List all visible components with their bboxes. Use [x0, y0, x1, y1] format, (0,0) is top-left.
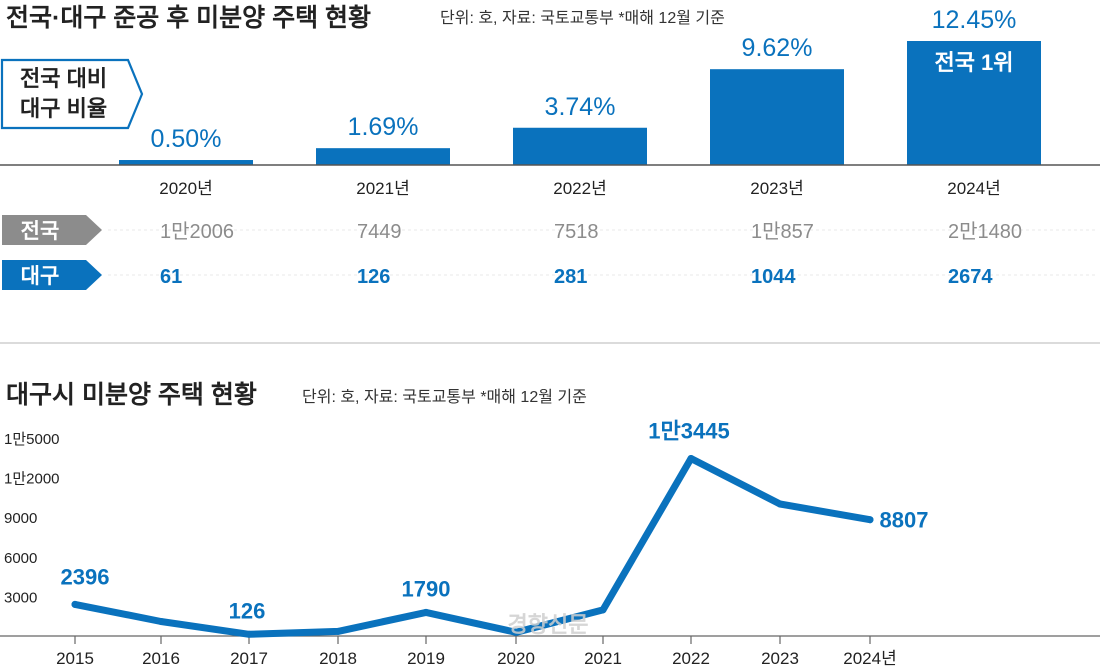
line-point-5: [512, 628, 520, 636]
line-point-1: [157, 618, 165, 625]
table-row-name-1: 대구: [21, 265, 60, 288]
y-tick-label-3: 1만2000: [4, 471, 60, 488]
table-cell-1-2: 281: [554, 266, 587, 288]
line-point-0: [71, 600, 79, 608]
line-chart-subtitle: 단위: 호, 자료: 국토교통부 *매해 12월 기준: [302, 388, 587, 406]
line-point-2: [245, 630, 253, 638]
bar-value-label-3: 9.62%: [742, 34, 813, 62]
x-tick-label-2: 2017: [230, 649, 268, 667]
table-cell-0-3: 1만857: [751, 220, 814, 243]
x-tick-label-6: 2021: [584, 649, 622, 667]
label-box: 전국 대비 대구 비율: [0, 58, 144, 130]
table-cell-1-4: 2674: [948, 266, 993, 288]
y-tick-label-2: 9000: [4, 510, 37, 527]
bar-annotation: 전국 1위: [934, 50, 1013, 75]
point-label-0: 2396: [61, 564, 110, 589]
bar-category-2: 2022년: [553, 179, 606, 198]
bar-category-0: 2020년: [159, 179, 212, 198]
bar-1: [316, 148, 450, 165]
table-cell-1-3: 1044: [751, 266, 796, 288]
line-point-8: [776, 500, 784, 508]
bar-value-label-1: 1.69%: [348, 113, 419, 141]
table-cell-1-0: 61: [160, 266, 182, 288]
point-label-7: 1만3445: [648, 419, 729, 444]
x-tick-label-0: 2015: [56, 649, 94, 667]
table-cell-1-1: 126: [357, 266, 390, 288]
bar-category-4: 2024년: [947, 179, 1000, 198]
bar-value-label-4: 12.45%: [932, 6, 1017, 34]
table-cell-0-1: 7449: [357, 221, 402, 243]
bar-value-label-2: 3.74%: [545, 93, 616, 121]
table-cell-0-4: 2만1480: [948, 220, 1022, 243]
x-tick-label-7: 2022: [672, 649, 710, 667]
line-point-6: [599, 606, 607, 614]
bar-value-label-0: 0.50%: [151, 125, 222, 153]
bar-category-1: 2021년: [356, 179, 409, 198]
y-tick-label-4: 1만5000: [4, 431, 60, 448]
bar-chart-title: 전국·대구 준공 후 미분양 주택 현황: [6, 4, 371, 32]
line-point-4: [422, 608, 430, 616]
y-tick-label-1: 6000: [4, 550, 37, 567]
x-tick-label-9: 2024년: [843, 649, 896, 667]
table-cell-0-2: 7518: [554, 221, 599, 243]
label-box-line-2: 대구 비율: [20, 96, 107, 121]
bar-3: [710, 69, 844, 165]
bar-4: [907, 41, 1041, 165]
point-labels: 2396 126 1790 1만3445 8807: [61, 419, 929, 638]
line-chart-title: 대구시 미분양 주택 현황: [6, 381, 257, 409]
table-row-name-0: 전국: [21, 220, 60, 243]
watermark: 경향신문: [508, 612, 589, 637]
bar-category-3: 2023년: [750, 179, 803, 198]
bar-category-labels: 2020년 2021년 2022년 2023년 2024년: [159, 179, 1000, 198]
point-label-4: 1790: [402, 576, 451, 601]
y-tick-label-0: 3000: [4, 589, 37, 606]
x-tick-label-8: 2023: [761, 649, 799, 667]
table-cell-0-0: 1만2006: [160, 220, 234, 243]
x-tick-label-1: 2016: [142, 649, 180, 667]
line-point-3: [334, 627, 342, 635]
data-table: 전국 1만2006 7449 7518 1만857 2만1480 대구 61 126 281 104…: [2, 215, 1095, 290]
table-row-tag-0: [2, 215, 102, 245]
bar-chart-subtitle: 단위: 호, 자료: 국토교통부 *매해 12월 기준: [440, 9, 725, 27]
line-point-9: [866, 516, 874, 524]
x-tick-label-3: 2018: [319, 649, 357, 667]
x-axis-ticks: 2015 2016 2017 2018 2019 2020 2021 2022 2023 2024…: [56, 636, 897, 667]
x-tick-label-4: 2019: [407, 649, 445, 667]
x-tick-label-5: 2020: [497, 649, 535, 667]
y-axis-ticks: 3000 6000 9000 1만2000 1만5000: [4, 431, 60, 606]
point-label-9: 8807: [880, 508, 929, 533]
line-point-7: [687, 455, 695, 462]
label-box-line-1: 전국 대비: [20, 66, 107, 91]
table-row-tag-1: [2, 260, 102, 290]
bar-0: [119, 160, 253, 165]
trend-line: [71, 455, 874, 638]
bar-2: [513, 127, 647, 165]
bar-series: 0.50% 1.69% 3.74% 9.62% 12.45% 전국 1위: [119, 6, 1041, 165]
point-label-2: 126: [229, 598, 266, 623]
